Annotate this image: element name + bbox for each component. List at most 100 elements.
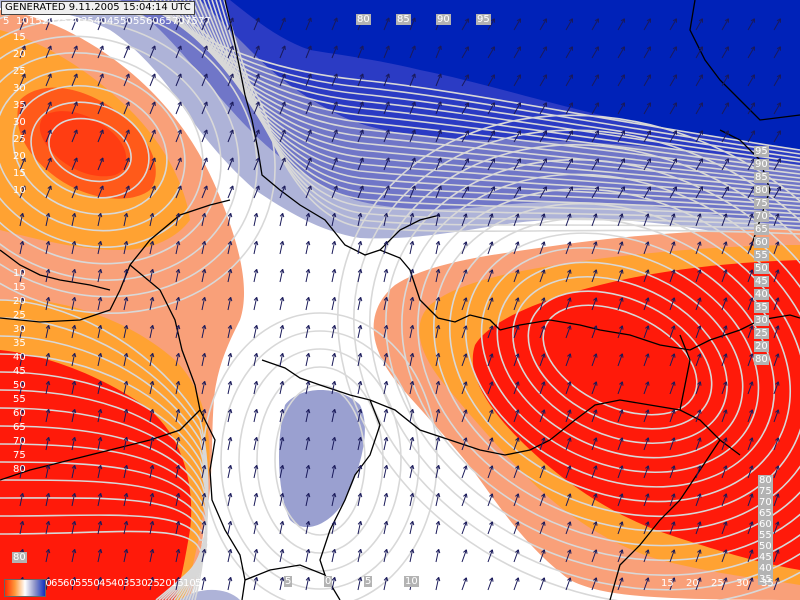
wind-arrow [253,297,258,311]
wind-arrow [45,353,50,367]
wind-arrow-head [282,213,285,218]
wind-arrow-head [490,102,495,106]
wind-arrow-head [621,297,624,302]
wind-arrow [279,45,286,59]
wind-arrow-head [385,17,390,21]
wind-arrow-head [386,577,389,582]
wind-arrow [279,101,286,115]
wind-arrow [201,185,208,199]
wind-arrow [227,157,234,171]
wind-arrow [539,549,545,563]
wind-arrow [227,73,234,87]
wind-arrow [305,129,312,143]
wind-arrow-head [385,129,390,133]
wind-arrow [71,353,76,367]
wind-arrow [19,437,24,451]
wind-arrow [123,45,130,59]
wind-arrow [643,158,651,171]
wind-arrow [461,102,469,115]
wind-arrow-head [331,548,336,553]
wind-arrow-head [255,45,260,49]
wind-arrow-head [463,409,467,413]
wind-arrow-head [229,185,234,189]
wind-arrow-head [645,437,649,441]
wind-arrow [643,102,651,115]
wind-arrow-head [567,437,571,441]
wind-arrow [773,241,779,255]
wind-arrow-head [409,352,414,357]
wind-arrow-head [489,465,493,469]
wind-arrow-head [751,381,754,386]
wind-arrow-head [99,129,104,133]
wind-arrow-head [465,325,468,330]
wind-arrow-head [437,157,442,161]
wind-arrow-head [279,380,284,385]
wind-arrow [201,73,208,87]
wind-arrow-head [568,18,573,22]
wind-arrow-head [126,297,129,302]
wind-arrow-head [203,17,208,21]
wind-arrow [279,325,284,339]
wind-arrow [19,241,24,255]
wind-arrow [357,353,362,367]
wind-arrow [97,297,102,311]
wind-arrow [643,549,649,563]
wind-arrow-head [279,576,284,581]
wind-arrow [747,465,753,479]
wind-arrow-head [542,158,547,162]
wind-arrow-head [725,381,728,386]
wind-arrow [409,73,416,87]
wind-arrow-head [673,493,676,498]
contour-label: 25 [13,134,26,145]
wind-arrow [97,493,102,507]
wind-arrow [461,269,467,283]
wind-arrow-head [567,353,571,357]
wind-arrow-head [463,521,467,525]
wind-arrow [227,45,234,59]
wind-arrow-head [750,102,755,106]
wind-arrow [253,185,260,199]
wind-arrow [487,241,493,255]
wind-arrow-head [45,212,50,217]
wind-arrow [643,186,651,199]
wind-arrow-head [593,297,597,301]
wind-arrow [253,437,258,451]
contour-label: 65 [754,224,769,235]
wind-arrow-head [697,549,701,553]
wind-arrow [175,549,180,563]
wind-arrow-head [255,157,260,161]
wind-arrow [695,18,703,31]
wind-arrow-head [595,325,598,330]
wind-arrow-head [489,577,493,581]
wind-arrow-head [123,576,128,581]
wind-arrow-head [383,548,388,553]
wind-arrow-head [698,158,703,162]
wind-arrow [435,213,440,227]
wind-arrow [305,353,310,367]
wind-arrow-head [411,101,416,105]
wind-arrow-head [383,576,388,581]
wind-arrow-head [383,492,388,497]
wind-arrow-head [568,74,573,78]
wind-arrow-head [279,548,284,553]
wind-arrow-head [671,493,675,497]
contour-label: 75 [13,450,26,461]
wind-arrow-head [333,17,338,21]
wind-arrow-head [775,409,779,413]
wind-arrow-head [697,353,701,357]
wind-arrow [149,353,154,367]
wind-arrow-head [489,297,493,301]
contour-label: 50 [754,263,769,274]
wind-arrow-head [177,101,182,105]
wind-arrow-head [672,130,677,134]
wind-arrow-head [97,352,102,357]
wind-arrow [97,185,104,199]
wind-arrow [643,213,649,227]
wind-arrow-head [621,325,624,330]
wind-arrow [123,577,128,591]
wind-arrow-head [698,74,703,78]
wind-arrow-head [359,185,364,189]
wind-arrow [487,521,493,535]
wind-arrow [227,353,232,367]
wind-arrow [617,493,623,507]
